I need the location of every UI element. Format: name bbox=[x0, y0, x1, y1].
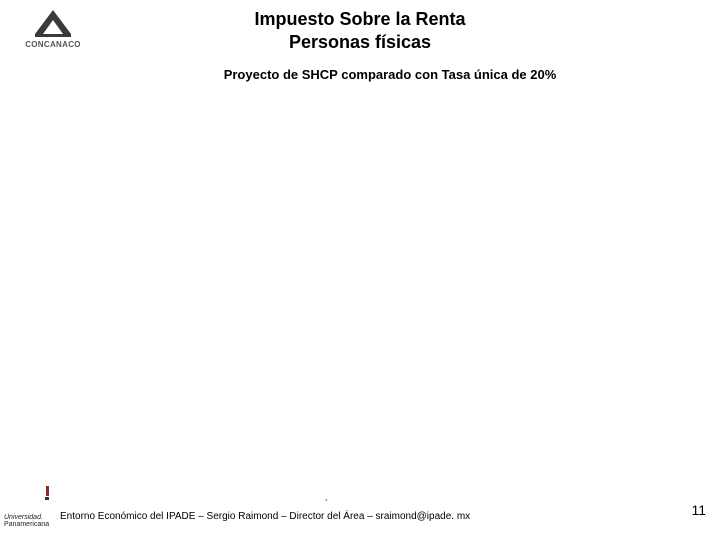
footer-accent-mark: ´ bbox=[325, 499, 328, 510]
page-number: 11 bbox=[691, 502, 706, 518]
header: Impuesto Sobre la Renta Personas físicas… bbox=[0, 8, 720, 82]
footer-inst-line1: Universidad. bbox=[4, 514, 49, 521]
footer-attribution: Entorno Económico del IPADE – Sergio Rai… bbox=[60, 511, 470, 522]
slide-title: Impuesto Sobre la Renta Personas físicas bbox=[100, 8, 620, 53]
footer-inst-line2: Panamericana bbox=[4, 521, 49, 528]
footer-mark-icon bbox=[45, 486, 49, 500]
footer-institution: Universidad. Panamericana bbox=[4, 514, 49, 528]
title-line-1: Impuesto Sobre la Renta bbox=[100, 8, 620, 31]
slide: CONCANACO Impuesto Sobre la Renta Person… bbox=[0, 0, 720, 540]
slide-subtitle: Proyecto de SHCP comparado con Tasa únic… bbox=[100, 67, 680, 82]
title-line-2: Personas físicas bbox=[100, 31, 620, 54]
